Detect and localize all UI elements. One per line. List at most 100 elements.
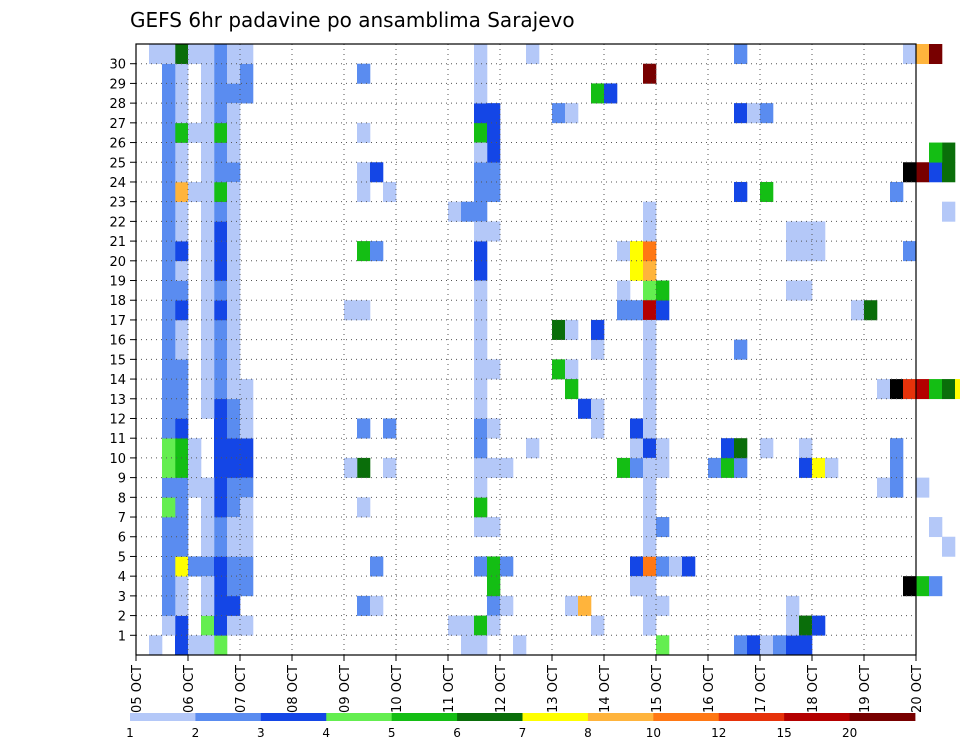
- heatmap-cell: [162, 142, 176, 163]
- heatmap-cell: [175, 241, 189, 262]
- heatmap-cell: [240, 438, 254, 459]
- heatmap-cell: [175, 63, 189, 84]
- heatmap-cell: [227, 241, 241, 262]
- heatmap-cell: [734, 339, 748, 360]
- heatmap-cell: [175, 497, 189, 518]
- heatmap-cell: [227, 497, 241, 518]
- heatmap-cell: [214, 615, 228, 636]
- x-tick-label: 07 OCT: [234, 665, 249, 713]
- y-tick-label: 7: [118, 511, 126, 526]
- heatmap-cell: [227, 300, 241, 321]
- heatmap-cell: [643, 398, 657, 419]
- heatmap-cell: [201, 576, 215, 597]
- colorbar-label: 15: [777, 726, 792, 740]
- heatmap-cell: [227, 319, 241, 340]
- y-tick-label: 16: [109, 334, 126, 349]
- x-tick-label: 12 OCT: [494, 665, 509, 713]
- heatmap-cell: [357, 181, 371, 202]
- heatmap-cell: [227, 339, 241, 360]
- heatmap-cell: [214, 260, 228, 281]
- colorbar-label: 1: [126, 726, 134, 740]
- heatmap-cell: [357, 457, 371, 478]
- heatmap-cell: [214, 319, 228, 340]
- heatmap-cell: [604, 83, 618, 104]
- heatmap-cell: [760, 103, 774, 124]
- heatmap-cell: [214, 201, 228, 222]
- heatmap-cell: [188, 181, 202, 202]
- y-tick-label: 11: [109, 432, 126, 447]
- heatmap-cell: [812, 457, 826, 478]
- heatmap-cell: [227, 221, 241, 242]
- heatmap-cell: [656, 517, 670, 538]
- heatmap-cell: [474, 241, 488, 262]
- heatmap-cell: [734, 438, 748, 459]
- heatmap-cell: [565, 103, 579, 124]
- heatmap-cell: [162, 44, 176, 65]
- colorbar-swatch: [784, 713, 850, 721]
- heatmap-cell: [188, 122, 202, 143]
- heatmap-cell: [474, 300, 488, 321]
- heatmap-cell: [578, 398, 592, 419]
- heatmap-cell: [708, 457, 722, 478]
- heatmap-cell: [487, 517, 501, 538]
- heatmap-cell: [799, 635, 813, 656]
- heatmap-cell: [201, 398, 215, 419]
- heatmap-cell: [760, 438, 774, 459]
- heatmap-cell: [227, 595, 241, 616]
- heatmap-cell: [227, 379, 241, 400]
- heatmap-cell: [890, 181, 904, 202]
- heatmap-cell: [474, 44, 488, 65]
- heatmap-cell: [916, 162, 930, 183]
- heatmap-cell: [175, 457, 189, 478]
- heatmap-cell: [786, 221, 800, 242]
- heatmap-cell: [175, 556, 189, 577]
- dotted-grid: [136, 44, 917, 655]
- heatmap-cell: [227, 418, 241, 439]
- heatmap-cell: [786, 615, 800, 636]
- x-tick-label: 14 OCT: [598, 665, 613, 713]
- heatmap-cell: [175, 44, 189, 65]
- heatmap-cell: [201, 241, 215, 262]
- heatmap-cell: [227, 260, 241, 281]
- heatmap-cell: [201, 497, 215, 518]
- heatmap-cell: [214, 477, 228, 498]
- heatmap-cell: [890, 379, 904, 400]
- heatmap-cell: [214, 497, 228, 518]
- heatmap-cell: [227, 181, 241, 202]
- heatmap-cell: [357, 300, 371, 321]
- heatmap-cell: [630, 260, 644, 281]
- heatmap-cell: [591, 339, 605, 360]
- heatmap-cell: [643, 595, 657, 616]
- heatmap-cell: [474, 201, 488, 222]
- y-tick-label: 19: [109, 275, 126, 290]
- y-tick-label: 25: [109, 156, 126, 171]
- heatmap-cell: [227, 477, 241, 498]
- heatmap-cell: [201, 319, 215, 340]
- heatmap-cell: [201, 44, 215, 65]
- heatmap-cell: [201, 181, 215, 202]
- heatmap-cell: [357, 63, 371, 84]
- y-tick-label: 23: [109, 196, 126, 211]
- heatmap-cell: [175, 319, 189, 340]
- y-tick-label: 12: [109, 412, 126, 427]
- heatmap-cell: [890, 438, 904, 459]
- heatmap-cell: [643, 359, 657, 380]
- heatmap-cell: [552, 319, 566, 340]
- heatmap-cell: [175, 221, 189, 242]
- heatmap-cell: [370, 162, 384, 183]
- heatmap-cell: [643, 319, 657, 340]
- heatmap-cell: [188, 44, 202, 65]
- y-tick-label: 26: [109, 137, 126, 152]
- heatmap-cell: [201, 359, 215, 380]
- heatmap-cell: [552, 359, 566, 380]
- plot-frame: [135, 43, 917, 656]
- heatmap-cell: [643, 63, 657, 84]
- heatmap-cell: [214, 635, 228, 656]
- heatmap-cell: [162, 122, 176, 143]
- y-tick-label: 4: [118, 570, 126, 585]
- heatmap-cell: [240, 418, 254, 439]
- heatmap-cell: [747, 635, 761, 656]
- colorbar-label: 3: [257, 726, 265, 740]
- heatmap-cell: [487, 122, 501, 143]
